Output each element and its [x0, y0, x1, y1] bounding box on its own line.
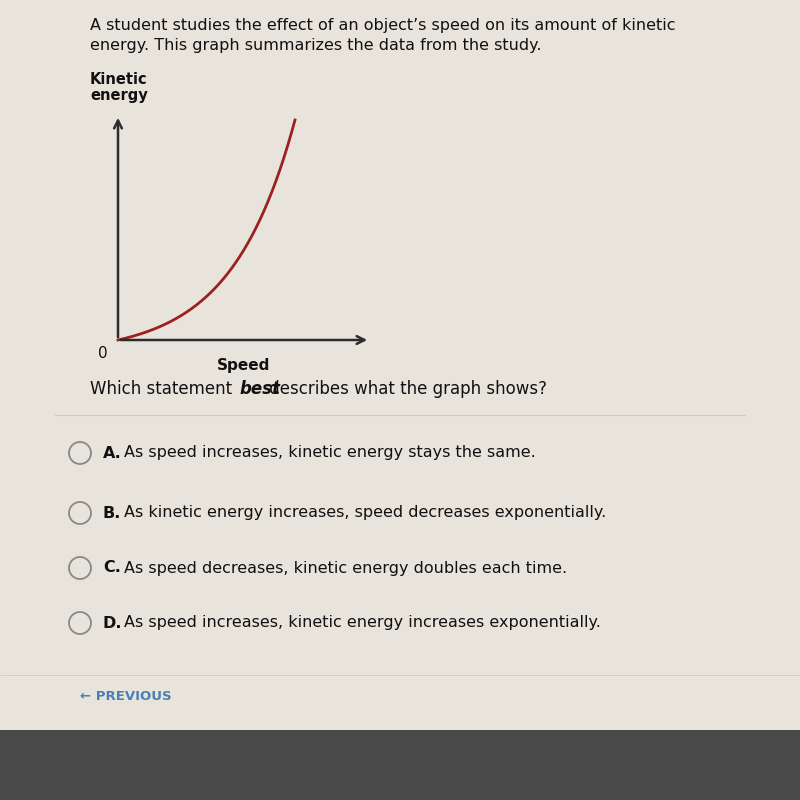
- Text: As speed decreases, kinetic energy doubles each time.: As speed decreases, kinetic energy doubl…: [124, 561, 567, 575]
- Text: C.: C.: [103, 561, 121, 575]
- Text: D.: D.: [103, 615, 122, 630]
- Text: best: best: [239, 380, 280, 398]
- Text: Kinetic: Kinetic: [90, 72, 148, 87]
- Text: Which statement: Which statement: [90, 380, 238, 398]
- Text: A.: A.: [103, 446, 122, 461]
- Text: As kinetic energy increases, speed decreases exponentially.: As kinetic energy increases, speed decre…: [124, 506, 606, 521]
- Bar: [0, 730, 800, 800]
- Text: A student studies the effect of an object’s speed on its amount of kinetic: A student studies the effect of an objec…: [90, 18, 675, 33]
- Text: Speed: Speed: [218, 358, 270, 373]
- Text: ← PREVIOUS: ← PREVIOUS: [80, 690, 172, 703]
- Text: describes what the graph shows?: describes what the graph shows?: [264, 380, 547, 398]
- Text: As speed increases, kinetic energy stays the same.: As speed increases, kinetic energy stays…: [124, 446, 536, 461]
- Text: energy: energy: [90, 88, 148, 103]
- Text: energy. This graph summarizes the data from the study.: energy. This graph summarizes the data f…: [90, 38, 542, 53]
- Text: B.: B.: [103, 506, 122, 521]
- Text: As speed increases, kinetic energy increases exponentially.: As speed increases, kinetic energy incre…: [124, 615, 601, 630]
- Text: 0: 0: [98, 346, 108, 361]
